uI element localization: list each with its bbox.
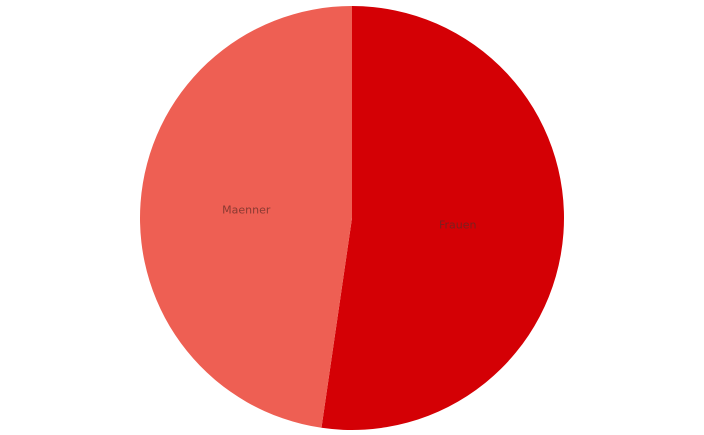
pie-slice-maenner[interactable] xyxy=(139,6,352,428)
pie-slice-frauen[interactable] xyxy=(321,6,564,430)
pie-slices xyxy=(139,6,564,430)
pie-label-maenner: Maenner xyxy=(222,203,271,216)
pie-label-frauen: Frauen xyxy=(439,219,477,232)
pie-labels: Frauen Maenner xyxy=(222,203,476,231)
